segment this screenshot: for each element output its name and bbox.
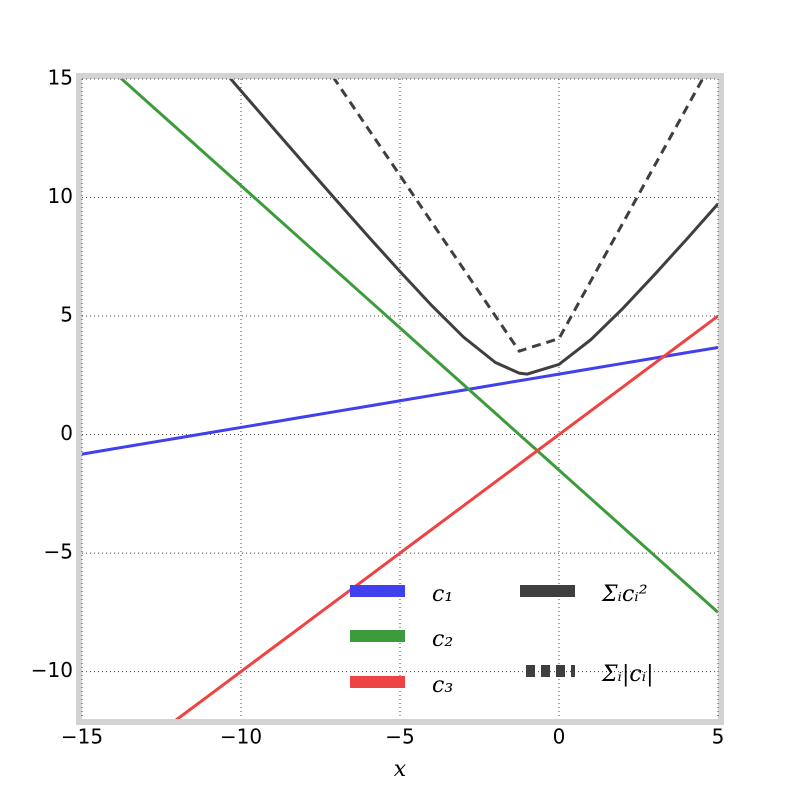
series-line bbox=[228, 79, 718, 376]
series-line bbox=[82, 345, 718, 456]
x-tick-label: 0 bbox=[553, 725, 566, 749]
axes-frame bbox=[76, 73, 724, 725]
x-tick-label: −15 bbox=[61, 725, 103, 749]
legend-label: c₂ bbox=[432, 627, 453, 652]
y-tick-label: 0 bbox=[60, 421, 73, 445]
x-tick-label: 5 bbox=[712, 725, 725, 749]
x-axis-label: x bbox=[394, 757, 407, 782]
legend-label: c₃ bbox=[432, 673, 453, 698]
y-tick-label: 10 bbox=[48, 184, 73, 208]
y-tick-label: 15 bbox=[48, 66, 73, 90]
legend-label: Σᵢ|cᵢ| bbox=[601, 662, 654, 687]
y-tick-label: −10 bbox=[31, 658, 73, 682]
plot-area bbox=[82, 79, 718, 719]
legend-label: Σᵢcᵢ² bbox=[601, 582, 648, 607]
y-tick-label: −5 bbox=[44, 540, 73, 564]
x-tick-label: −10 bbox=[220, 725, 262, 749]
series-line bbox=[174, 314, 718, 719]
x-tick-label: −5 bbox=[385, 725, 414, 749]
series-line bbox=[119, 79, 718, 614]
series-line bbox=[332, 79, 705, 353]
y-tick-label: 5 bbox=[60, 303, 73, 327]
legend-label: c₁ bbox=[432, 582, 453, 607]
